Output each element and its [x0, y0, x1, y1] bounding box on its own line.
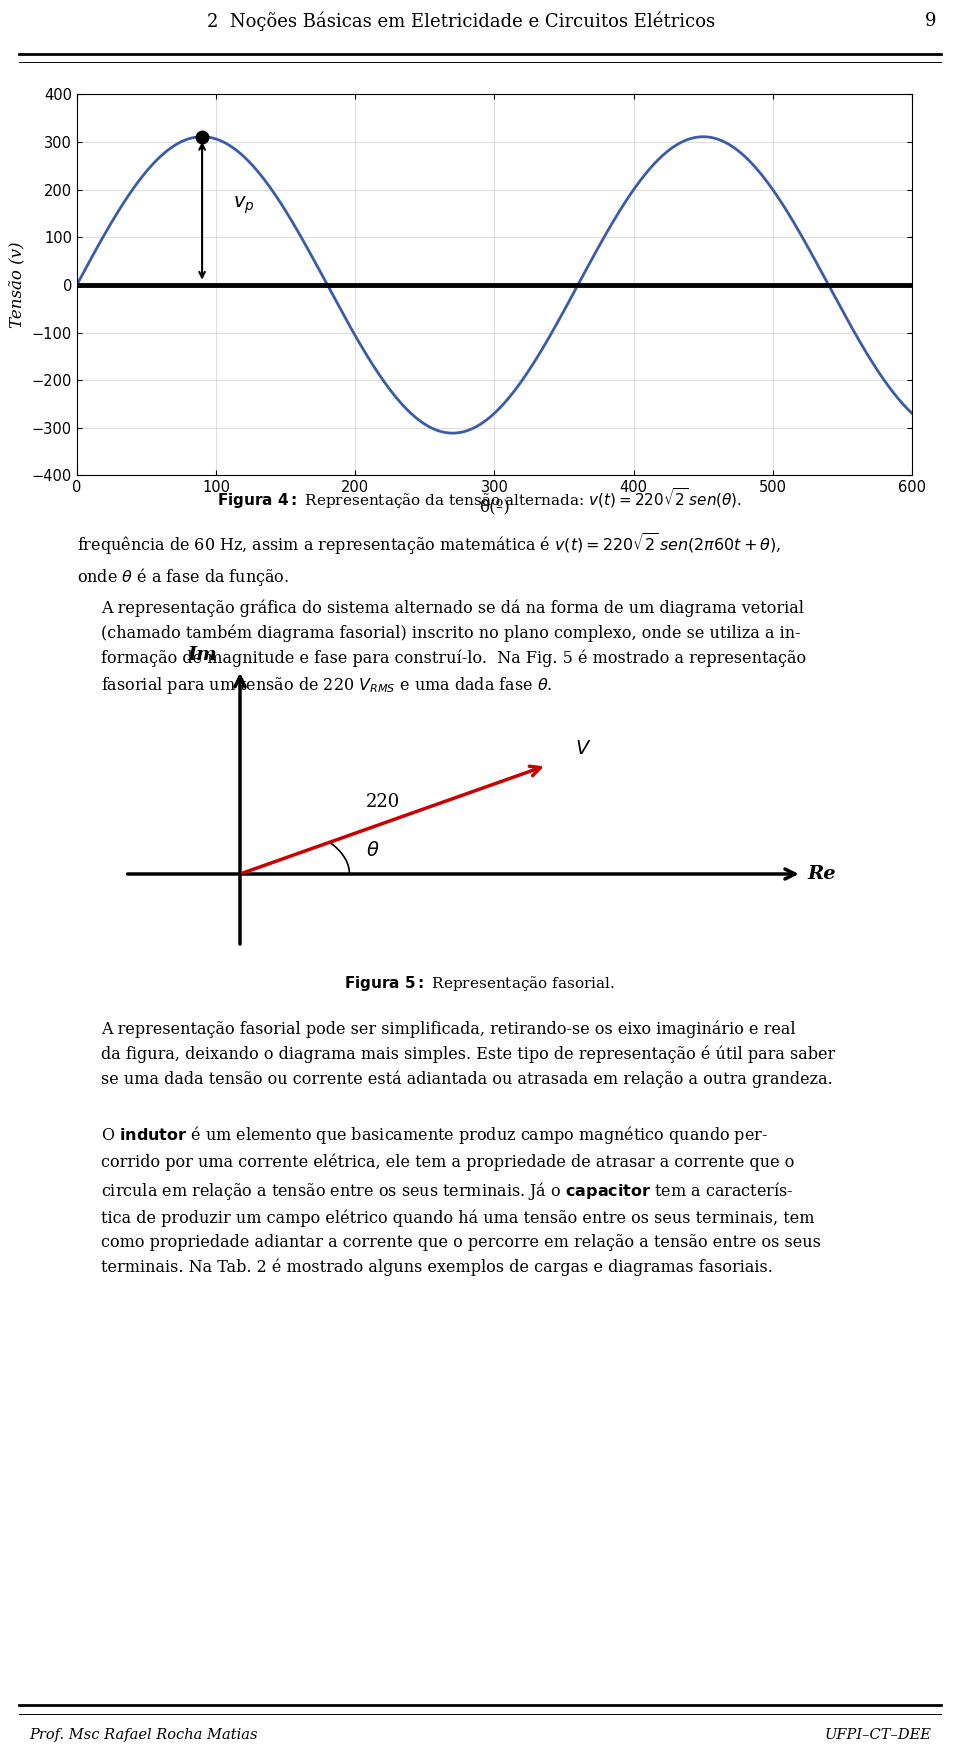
Text: UFPI–CT–DEE: UFPI–CT–DEE	[825, 1727, 931, 1743]
Text: 220: 220	[366, 794, 400, 811]
Text: 9: 9	[924, 12, 936, 30]
Text: $v_p$: $v_p$	[232, 194, 254, 217]
Y-axis label: Tensão (v): Tensão (v)	[9, 241, 26, 329]
Text: $\mathbf{Figura\ 4:}$ Representação da tensão alternada: $v(t) = 220\sqrt{2}\,se: $\mathbf{Figura\ 4:}$ Representação da t…	[217, 486, 743, 510]
Text: 2  Noções Básicas em Eletricidade e Circuitos Elétricos: 2 Noções Básicas em Eletricidade e Circu…	[206, 12, 715, 31]
Text: A representação fasorial pode ser simplificada, retirando-se os eixo imaginário : A representação fasorial pode ser simpli…	[101, 1021, 835, 1089]
Text: A representação gráfica do sistema alternado se dá na forma de um diagrama vetor: A representação gráfica do sistema alter…	[101, 600, 806, 696]
Text: $\theta$: $\theta$	[366, 841, 379, 860]
Text: $\mathbf{Figura\ 5:}$ Representação fasorial.: $\mathbf{Figura\ 5:}$ Representação faso…	[345, 974, 615, 993]
X-axis label: θ(º): θ(º)	[479, 498, 510, 516]
Text: Im: Im	[187, 647, 217, 664]
Text: frequência de 60 Hz, assim a representação matemática é $v(t) = 220\sqrt{2}\,sen: frequência de 60 Hz, assim a representaç…	[77, 531, 781, 587]
Text: Prof. Msc Rafael Rocha Matias: Prof. Msc Rafael Rocha Matias	[29, 1727, 257, 1743]
Text: Re: Re	[807, 865, 836, 883]
Text: O $\mathbf{indutor}$ é um elemento que basicamente produz campo magnético quando: O $\mathbf{indutor}$ é um elemento que b…	[101, 1124, 821, 1276]
Text: $V$: $V$	[575, 739, 592, 759]
